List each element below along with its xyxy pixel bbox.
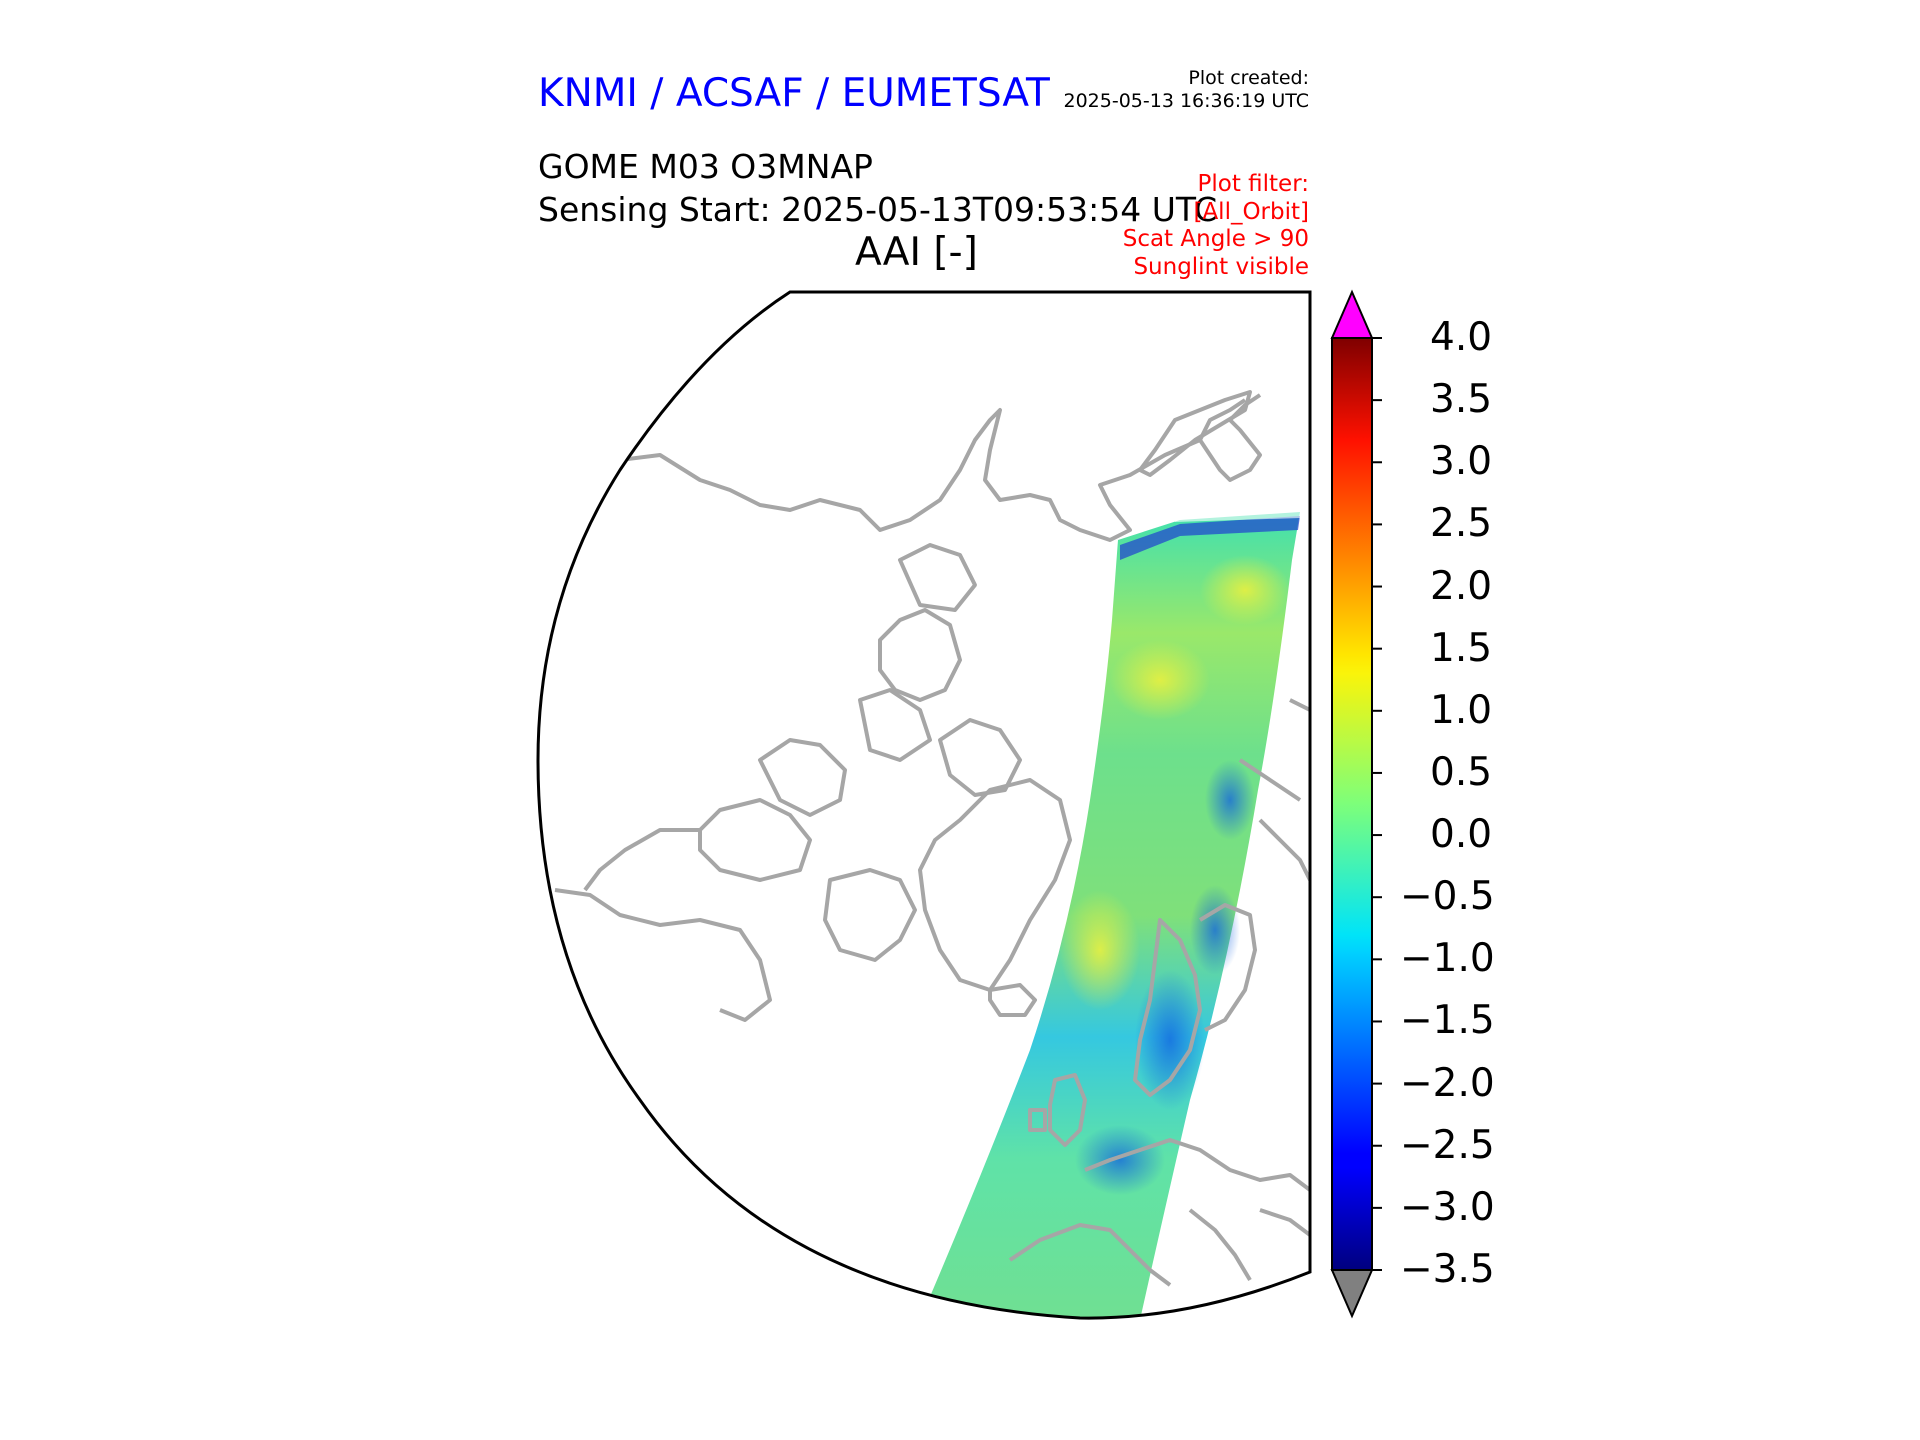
plot-created-label: Plot created: [1188, 67, 1309, 89]
colorbar-tick-label: −2.5 [1400, 1122, 1495, 1168]
colorbar-tick-label: −1.5 [1400, 998, 1495, 1044]
plot-filter-item: Scat Angle > 90 [1122, 226, 1309, 253]
colorbar-ticks [1372, 337, 1382, 1271]
sensing-start: Sensing Start: 2025-05-13T09:53:54 UTC [538, 190, 1218, 229]
aai-swath [920, 508, 1300, 1319]
colorbar-tick-label: 3.0 [1430, 439, 1493, 485]
product-title: GOME M03 O3MNAP [538, 147, 873, 186]
colorbar-tick-label: 2.0 [1430, 563, 1493, 609]
plot-filter-item: [All_Orbit] [1193, 198, 1309, 225]
colorbar-tick-label: 1.0 [1430, 687, 1493, 733]
plot-filter: Plot filter: [All_Orbit] Scat Angle > 90… [1123, 171, 1309, 281]
colorbar-tick-label: −3.5 [1400, 1247, 1495, 1292]
coastlines [554, 390, 1310, 1287]
plot-created: Plot created: 2025-05-13 16:36:19 UTC [1064, 67, 1310, 113]
colorbar-tick-label: 0.5 [1430, 749, 1493, 795]
header-title: KNMI / ACSAF / EUMETSAT [538, 71, 1050, 116]
plot-created-time: 2025-05-13 16:36:19 UTC [1063, 89, 1310, 112]
variable-title: AAI [-] [855, 230, 978, 275]
map-boundary [536, 290, 1312, 1320]
colorbar-under-extend [1330, 1269, 1374, 1319]
plot-filter-label: Plot filter: [1197, 171, 1309, 197]
colorbar-tick-label: 1.5 [1430, 625, 1493, 671]
colorbar-gradient [1331, 337, 1373, 1271]
colorbar-tick-label: −2.0 [1400, 1060, 1495, 1106]
colorbar-tick-label: 0.0 [1430, 812, 1493, 858]
colorbar-tick-label: −1.0 [1400, 936, 1495, 982]
map-area [554, 390, 1310, 1319]
colorbar-tick-label: −0.5 [1400, 874, 1495, 920]
colorbar-tick-label: 4.0 [1430, 315, 1493, 360]
colorbar-tick-label: 2.5 [1430, 501, 1493, 547]
colorbar-tick-label: −3.0 [1400, 1184, 1495, 1230]
plot-filter-item: Sunglint visible [1133, 253, 1309, 280]
colorbar-over-extend [1330, 289, 1374, 339]
colorbar-tick-label: 3.5 [1430, 377, 1493, 423]
